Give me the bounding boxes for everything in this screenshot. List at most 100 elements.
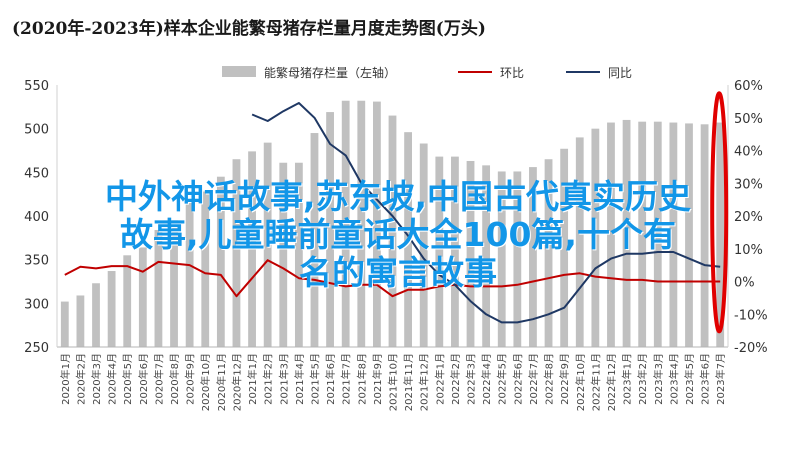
bar bbox=[154, 229, 163, 347]
bar bbox=[700, 124, 709, 347]
x-tick-label: 2021年8月 bbox=[355, 353, 368, 405]
bar bbox=[529, 167, 537, 347]
bar bbox=[60, 301, 69, 347]
line-series bbox=[64, 102, 721, 324]
bar bbox=[388, 115, 397, 347]
legend-label: 能繁母猪存栏量（左轴） bbox=[264, 65, 396, 80]
right-axis-tick-label: 0% bbox=[734, 276, 755, 291]
x-tick-label: 2023年5月 bbox=[683, 353, 696, 405]
bar bbox=[357, 100, 366, 347]
x-tick-label: 2020年7月 bbox=[152, 353, 165, 405]
x-tick-label: 2021年12月 bbox=[418, 353, 431, 411]
bar bbox=[466, 160, 475, 347]
bar bbox=[76, 295, 85, 347]
x-tick-label: 2022年3月 bbox=[465, 353, 478, 405]
left-axis-tick-label: 450 bbox=[24, 166, 49, 181]
bar bbox=[560, 148, 569, 347]
bar bbox=[170, 220, 178, 347]
bar bbox=[669, 122, 678, 347]
bar bbox=[591, 128, 600, 347]
line-yoy bbox=[251, 102, 721, 324]
left-axis-tick-label: 250 bbox=[24, 341, 49, 356]
x-tick-label: 2023年4月 bbox=[667, 353, 680, 405]
bar bbox=[248, 151, 256, 347]
x-axis-labels: 2020年1月 2020年2月 2020年3月 2020年4月 2020年5月 2020年… bbox=[59, 353, 727, 411]
right-axis-tick-label: 40% bbox=[734, 145, 763, 160]
bar bbox=[279, 162, 288, 347]
bar-series bbox=[60, 100, 725, 348]
left-axis-tick-label: 300 bbox=[24, 297, 49, 312]
x-tick-label: 2022年6月 bbox=[511, 353, 524, 405]
right-axis-tick-label: 50% bbox=[734, 112, 763, 127]
x-tick-label: 2021年7月 bbox=[340, 353, 353, 405]
x-tick-label: 2020年3月 bbox=[90, 353, 103, 405]
bar bbox=[716, 122, 725, 347]
bar bbox=[310, 133, 319, 347]
x-tick-label: 2021年5月 bbox=[308, 353, 321, 405]
bar bbox=[263, 142, 272, 347]
legend-label: 同比 bbox=[608, 66, 632, 80]
bar bbox=[544, 159, 553, 347]
bar bbox=[435, 156, 444, 347]
x-tick-label: 2021年2月 bbox=[262, 353, 275, 405]
bar bbox=[92, 283, 100, 347]
x-tick-label: 2020年6月 bbox=[137, 353, 150, 405]
bar bbox=[294, 162, 303, 347]
bar bbox=[638, 121, 647, 348]
x-tick-label: 2021年11月 bbox=[402, 353, 415, 411]
right-axis-tick-label: -20% bbox=[734, 341, 768, 356]
left-axis-tick-label: 350 bbox=[24, 254, 49, 269]
bar bbox=[419, 143, 428, 347]
right-axis-tick-label: -10% bbox=[734, 308, 768, 323]
x-tick-label: 2023年6月 bbox=[699, 353, 712, 405]
x-tick-label: 2020年2月 bbox=[74, 353, 87, 405]
x-tick-label: 2022年1月 bbox=[433, 353, 446, 405]
bar bbox=[482, 165, 491, 347]
right-axis-tick-label: 20% bbox=[734, 210, 763, 225]
right-axis-tick-label: 10% bbox=[734, 243, 763, 258]
annotation bbox=[710, 91, 729, 334]
x-tick-label: 2022年10月 bbox=[574, 353, 587, 411]
x-tick-label: 2022年12月 bbox=[605, 353, 618, 411]
chart-title: (2020年-2023年)样本企业能繁母猪存栏量月度走势图(万头) bbox=[12, 19, 486, 39]
x-tick-label: 2022年4月 bbox=[480, 353, 493, 405]
x-tick-label: 2022年8月 bbox=[543, 353, 556, 405]
chart-axes: 250 300 350 400 450 500 550 -20% -10% 0% 10% 20% 30%… bbox=[24, 79, 767, 356]
bar bbox=[372, 101, 381, 348]
bar bbox=[513, 171, 522, 347]
bar bbox=[497, 171, 506, 347]
left-axis-tick-label: 550 bbox=[24, 79, 49, 94]
bar bbox=[232, 159, 241, 347]
bar bbox=[185, 202, 194, 347]
x-tick-label: 2021年9月 bbox=[371, 353, 384, 405]
bar bbox=[107, 271, 116, 347]
x-tick-label: 2021年4月 bbox=[293, 353, 306, 405]
line-mom bbox=[64, 259, 721, 298]
x-tick-label: 2022年11月 bbox=[589, 353, 602, 411]
x-tick-label: 2021年1月 bbox=[246, 353, 259, 405]
bar bbox=[653, 121, 662, 348]
x-tick-label: 2020年4月 bbox=[106, 353, 119, 405]
bar bbox=[201, 191, 210, 347]
bar bbox=[404, 132, 413, 347]
x-tick-label: 2020年8月 bbox=[168, 353, 181, 405]
bar bbox=[607, 122, 615, 347]
x-tick-label: 2022年9月 bbox=[558, 353, 571, 405]
x-tick-label: 2021年10月 bbox=[387, 353, 400, 411]
x-tick-label: 2020年5月 bbox=[121, 353, 134, 405]
bar bbox=[341, 100, 350, 347]
x-tick-label: 2023年1月 bbox=[621, 353, 634, 405]
x-tick-label: 2022年7月 bbox=[527, 353, 540, 405]
x-tick-label: 2023年2月 bbox=[636, 353, 649, 405]
bar bbox=[138, 247, 147, 347]
highlight-ellipse bbox=[710, 91, 729, 334]
bar bbox=[685, 123, 693, 347]
x-tick-label: 2020年12月 bbox=[230, 353, 243, 411]
x-tick-label: 2023年7月 bbox=[714, 353, 727, 405]
x-tick-label: 2021年6月 bbox=[324, 353, 337, 405]
left-axis-tick-label: 500 bbox=[24, 123, 49, 138]
left-axis-tick-label: 400 bbox=[24, 210, 49, 225]
x-tick-label: 2022年5月 bbox=[496, 353, 509, 405]
chart-legend: 能繁母猪存栏量（左轴） 环比 同比 bbox=[222, 65, 632, 80]
